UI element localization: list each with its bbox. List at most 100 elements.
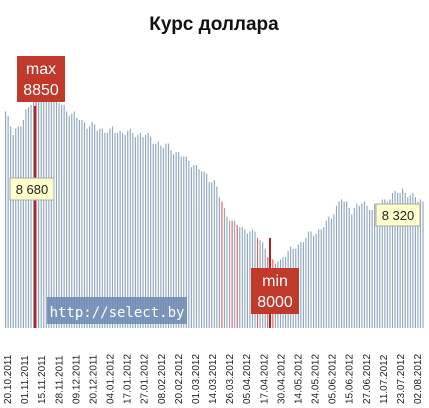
bar [223, 207, 226, 328]
bar [300, 242, 302, 328]
bar [96, 130, 98, 328]
bar [20, 126, 22, 329]
bar [211, 182, 213, 328]
bar [76, 117, 78, 328]
bar [374, 203, 376, 328]
x-tick-label: 30.04.2012 [276, 354, 287, 404]
bar [55, 98, 58, 328]
bar [50, 98, 52, 328]
bar [43, 85, 45, 328]
bar [325, 220, 327, 328]
chart-title: Курс доллара [149, 14, 279, 35]
bar [5, 111, 7, 329]
bar [412, 192, 414, 328]
bar [241, 227, 243, 328]
bar [81, 120, 83, 328]
bar-series [5, 79, 424, 329]
bar [15, 128, 17, 328]
bar [165, 143, 167, 328]
bar [213, 180, 215, 328]
bar [86, 128, 88, 328]
bar [83, 122, 86, 329]
bar [404, 192, 406, 328]
bar [35, 79, 37, 328]
bar [384, 199, 386, 328]
x-tick-label: 28.11.2011 [54, 355, 65, 404]
bar [183, 156, 185, 328]
bar [417, 201, 419, 328]
x-tick-label: 26.03.2012 [225, 354, 236, 404]
bar [152, 143, 154, 328]
bar [397, 192, 399, 328]
bar [147, 132, 149, 328]
bar [178, 152, 180, 328]
bar [129, 128, 131, 328]
bar [358, 205, 360, 328]
x-tick-label: 04.01.2012 [106, 354, 117, 404]
bar [145, 135, 147, 328]
bar [419, 199, 422, 328]
bar [422, 201, 424, 328]
bar [124, 135, 126, 328]
bar [379, 203, 381, 328]
bar [198, 169, 200, 328]
bar [366, 205, 368, 328]
bar [216, 186, 218, 328]
x-tick-label: 27.06.2012 [362, 354, 373, 404]
x-tick-label: 27.01.2012 [140, 354, 151, 404]
bar [33, 92, 35, 328]
x-tick-label: 15.06.2012 [345, 354, 356, 404]
bar [106, 132, 108, 328]
min-marker-label: min [262, 273, 288, 290]
bar [119, 130, 121, 328]
bar [150, 137, 152, 328]
bar [53, 96, 55, 328]
bar [236, 225, 238, 328]
bar [409, 195, 411, 328]
bar [73, 111, 75, 329]
bar [91, 122, 93, 329]
bar [160, 145, 162, 328]
bar [356, 203, 358, 328]
end-value-callout: 8 320 [375, 203, 421, 227]
watermark-text: http://select.by [50, 305, 185, 321]
bar [99, 128, 101, 328]
bar [38, 83, 40, 328]
x-tick-label: 17.01.2012 [123, 354, 134, 404]
bar [386, 201, 388, 328]
bar [249, 231, 251, 328]
bar [142, 137, 144, 328]
bar [22, 120, 24, 328]
bar [369, 210, 371, 328]
bar [315, 233, 317, 328]
start-value-callout: 8 680 [9, 177, 55, 201]
bar [117, 132, 119, 328]
bar [162, 147, 164, 328]
bar [203, 171, 205, 328]
bar [320, 229, 322, 328]
bar [173, 154, 175, 328]
bar [328, 216, 330, 328]
bar [180, 156, 182, 328]
bar [376, 203, 378, 328]
bar [185, 156, 187, 328]
bar [25, 109, 27, 328]
bar [313, 235, 315, 328]
bar [30, 105, 32, 329]
bar [7, 115, 9, 329]
bar [381, 199, 383, 328]
bar [155, 143, 157, 328]
x-tick-label: 20.02.2012 [174, 354, 185, 404]
x-tick-label: 05.04.2012 [242, 354, 253, 404]
bar [402, 188, 404, 328]
bar [394, 190, 396, 328]
x-tick-label: 05.06.2012 [328, 354, 339, 404]
bar [71, 113, 73, 328]
bar [341, 199, 343, 328]
max-marker-label: max [26, 61, 56, 78]
x-tick-label: 01.11.2011 [20, 355, 31, 404]
x-tick-label: 15.11.2011 [37, 355, 48, 404]
min-marker: min 8000 [251, 238, 299, 328]
bar [137, 135, 139, 328]
